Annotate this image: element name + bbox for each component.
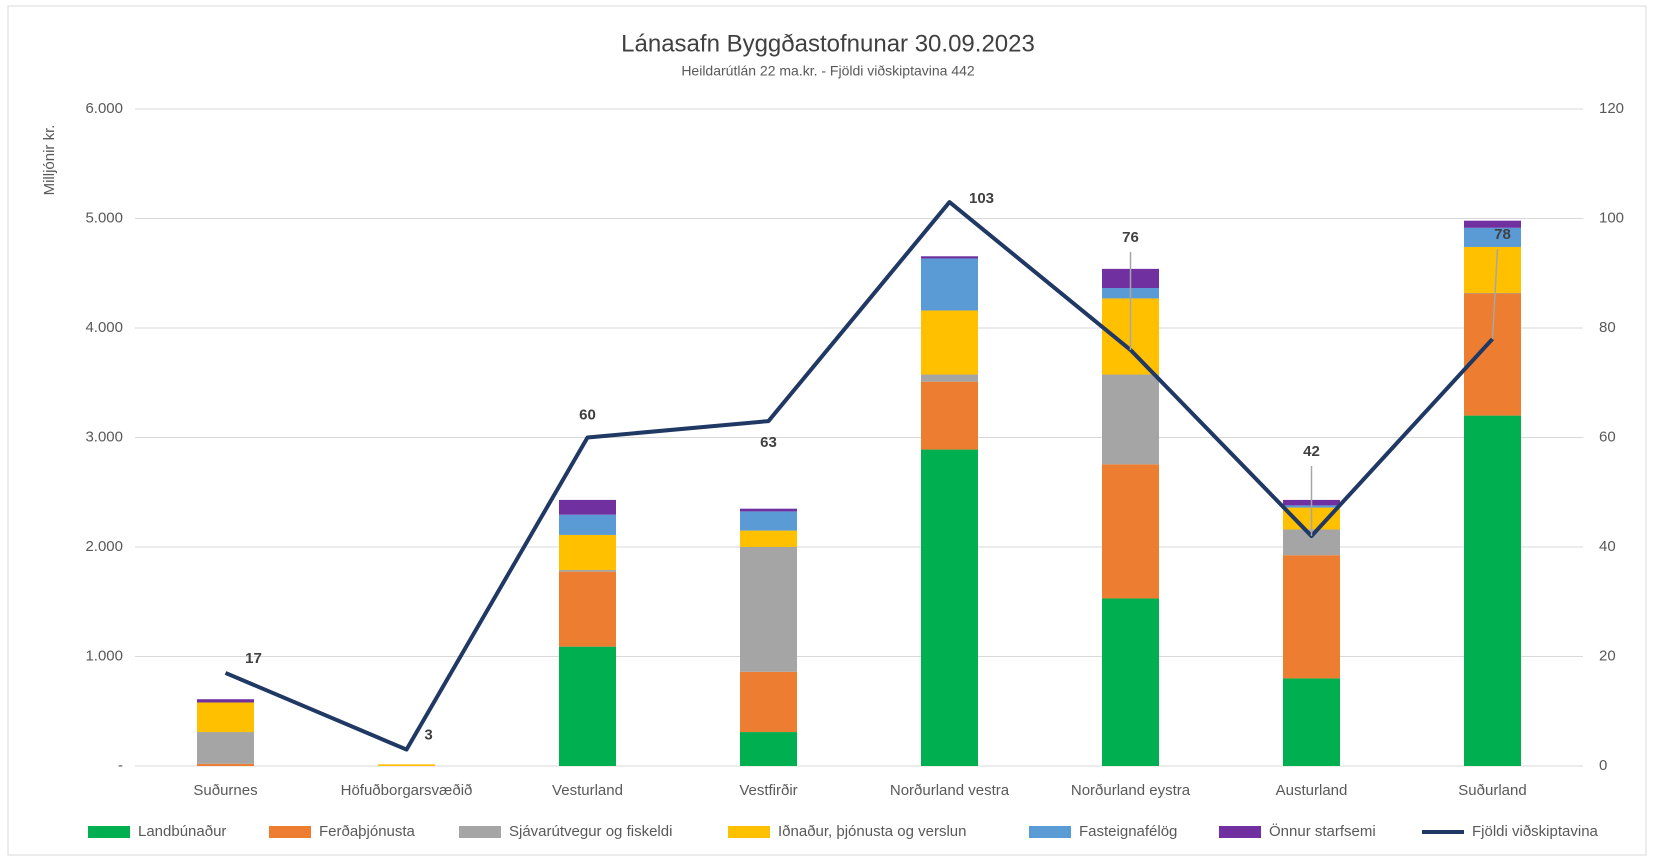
legend-swatch [459,826,501,838]
x-tick-label: Suðurnes [193,782,257,799]
chart-title: Lánasafn Byggðastofnunar 30.09.2023 [621,30,1035,57]
bar-segment [1102,374,1159,465]
y2-tick-label: 120 [1599,100,1624,117]
y2-tick-label: 0 [1599,757,1607,774]
data-label: 42 [1303,443,1320,460]
data-label: 76 [1122,229,1139,246]
y-tick-label: 1.000 [85,647,123,664]
legend-label: Sjávarútvegur og fiskeldi [509,823,672,840]
y2-tick-label: 40 [1599,538,1616,555]
legend-swatch [1219,826,1261,838]
y-tick-label: - [118,757,123,774]
chart-subtitle: Heildarútlán 22 ma.kr. - Fjöldi viðskipt… [681,63,975,79]
data-label: 3 [424,727,432,744]
bar-segment [740,511,797,531]
y2-tick-label: 100 [1599,209,1624,226]
bar-segment [921,258,978,311]
bar-segment [1102,598,1159,766]
bar-segment [197,702,254,733]
data-label: 63 [760,434,777,451]
legend-label: Iðnaður, þjónusta og verslun [778,823,966,840]
leader-line [1491,248,1499,339]
x-tick-label: Vesturland [552,782,623,799]
legend-label: Önnur starfsemi [1269,822,1376,840]
bar-segment [1464,220,1521,228]
bar-segment [740,508,797,512]
data-label: 103 [969,190,994,207]
y-tick-label: 6.000 [85,100,123,117]
bar-segment [1283,555,1340,679]
bar-segment [740,671,797,733]
bar-segment [921,449,978,766]
bar-segment [740,530,797,547]
line-series [224,200,1494,752]
bar-segment [1102,464,1159,599]
x-tick-label: Höfuðborgarsvæðið [341,782,473,799]
y-axis-label: Milljónir kr. [41,125,58,196]
bar-segment [921,256,978,259]
data-label: 60 [579,406,596,423]
bar-segment [378,764,435,766]
y-tick-label: 4.000 [85,319,123,336]
bar-segment [1283,678,1340,766]
bar-segment [197,699,254,703]
x-tick-label: Suðurland [1458,782,1526,799]
chart-frame [7,5,1647,856]
bar-segment [559,646,616,766]
legend-swatch [728,826,770,838]
y2-tick-label: 60 [1599,428,1616,445]
bar-segment [921,374,978,382]
y-tick-label: 2.000 [85,538,123,555]
bar-segment [740,547,797,672]
bar-segment [559,499,616,515]
bar-segment [1464,227,1521,247]
x-tick-label: Vestfirðir [739,782,797,799]
bar-segment [1464,246,1521,293]
legend-swatch [1029,826,1071,838]
legend-label: Fasteignafélög [1079,823,1177,840]
data-label: 17 [245,650,262,667]
bar-segment [559,514,616,535]
y-tick-label: 5.000 [85,209,123,226]
legend-label: Ferðaþjónusta [319,823,416,840]
bar-segment [1464,292,1521,294]
bar-segment [197,732,254,764]
x-tick-label: Norðurland vestra [890,782,1010,799]
bar-segment [921,310,978,375]
x-tick-label: Norðurland eystra [1071,782,1191,799]
bar-segment [197,763,254,766]
y2-tick-label: 20 [1599,647,1616,664]
legend-swatch [269,826,311,838]
bar-segment [1464,293,1521,416]
data-label: 78 [1494,226,1511,243]
bar-segment [1464,415,1521,766]
legend-label: Fjöldi viðskiptavina [1472,823,1599,840]
bar-segment [921,381,978,450]
bar-segment [740,732,797,766]
legend-swatch [88,826,130,838]
legend-label: Landbúnaður [138,823,226,840]
bar-segment [559,571,616,647]
y-tick-label: 3.000 [85,428,123,445]
bar-segment [559,569,616,572]
x-tick-label: Austurland [1276,782,1348,799]
y2-tick-label: 80 [1599,319,1616,336]
bar-segment [559,534,616,570]
